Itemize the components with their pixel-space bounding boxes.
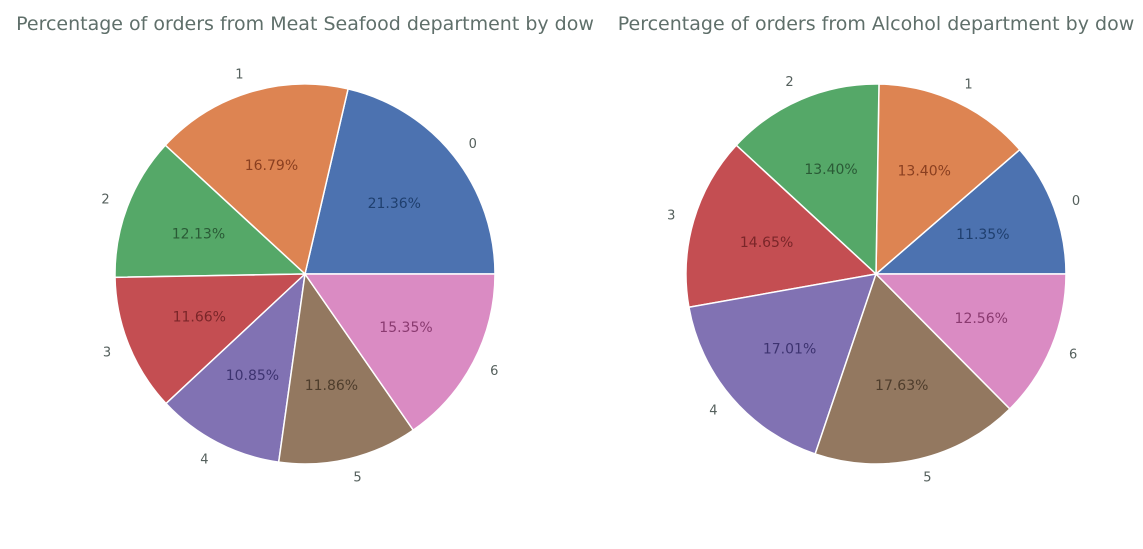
pie-slice-2 [735, 83, 880, 276]
pie-value-label: 13.40% [898, 164, 951, 180]
pie-slice-2 [114, 144, 307, 279]
pie-slice-0 [873, 148, 1067, 275]
pie-value-label: 11.66% [173, 310, 226, 326]
pie-value-label: 21.36% [368, 196, 421, 212]
pie-slice-6 [303, 273, 496, 432]
pie-value-label: 15.35% [379, 320, 432, 336]
pie-1-slices: 0 11.35% 1 13.40% 2 13.40% 3 14.65% 4 17.01% 5 17.6… [667, 75, 1080, 486]
pie-slice-5 [277, 271, 415, 465]
pie-category-label: 1 [964, 78, 972, 93]
chart-title: Percentage of orders from Alcohol depart… [618, 13, 1134, 35]
pie-category-label: 2 [101, 193, 109, 208]
pie-slice-4 [164, 272, 307, 464]
pie-value-label: 11.35% [956, 227, 1009, 243]
chart-title: Percentage of orders from Meat Seafood d… [16, 13, 594, 35]
pie-value-label: 17.63% [875, 378, 928, 394]
pie-slice-1 [164, 83, 349, 276]
pie-category-label: 2 [785, 75, 793, 90]
pie-chart-alcohol: Percentage of orders from Alcohol depart… [618, 13, 1134, 486]
pie-category-label: 5 [923, 471, 931, 486]
pie-category-label: 4 [200, 452, 208, 467]
pie-category-label: 4 [709, 403, 717, 418]
pie-category-label: 6 [490, 364, 498, 379]
pie-slice-0 [304, 88, 496, 275]
pie-slice-5 [814, 272, 1011, 465]
pie-value-label: 12.56% [955, 311, 1008, 327]
pie-value-label: 12.13% [172, 226, 225, 242]
pie-category-label: 0 [1072, 194, 1080, 209]
pie-slice-1 [875, 83, 1021, 276]
pie-value-label: 13.40% [804, 162, 857, 178]
pie-chart-meat-seafood: Percentage of orders from Meat Seafood d… [16, 13, 594, 485]
pie-category-label: 6 [1069, 347, 1077, 362]
pie-category-label: 3 [103, 345, 111, 360]
pie-slice-4 [688, 273, 878, 455]
pie-value-label: 17.01% [763, 341, 816, 357]
pie-slice-3 [114, 273, 307, 405]
pie-category-label: 5 [353, 470, 361, 485]
pie-category-label: 0 [469, 137, 477, 152]
pie-value-label: 11.86% [305, 378, 358, 394]
pie-value-label: 10.85% [226, 368, 279, 384]
pie-slice-6 [874, 273, 1067, 410]
pie-slice-3 [685, 144, 878, 309]
pie-value-label: 14.65% [740, 235, 793, 251]
pie-category-label: 1 [235, 67, 243, 82]
pie-category-label: 3 [667, 208, 675, 223]
pie-0-slices: 0 21.36% 1 16.79% 2 12.13% 3 11.66% 4 10.85% 5 11.8… [101, 67, 498, 485]
pie-value-label: 16.79% [245, 158, 298, 174]
